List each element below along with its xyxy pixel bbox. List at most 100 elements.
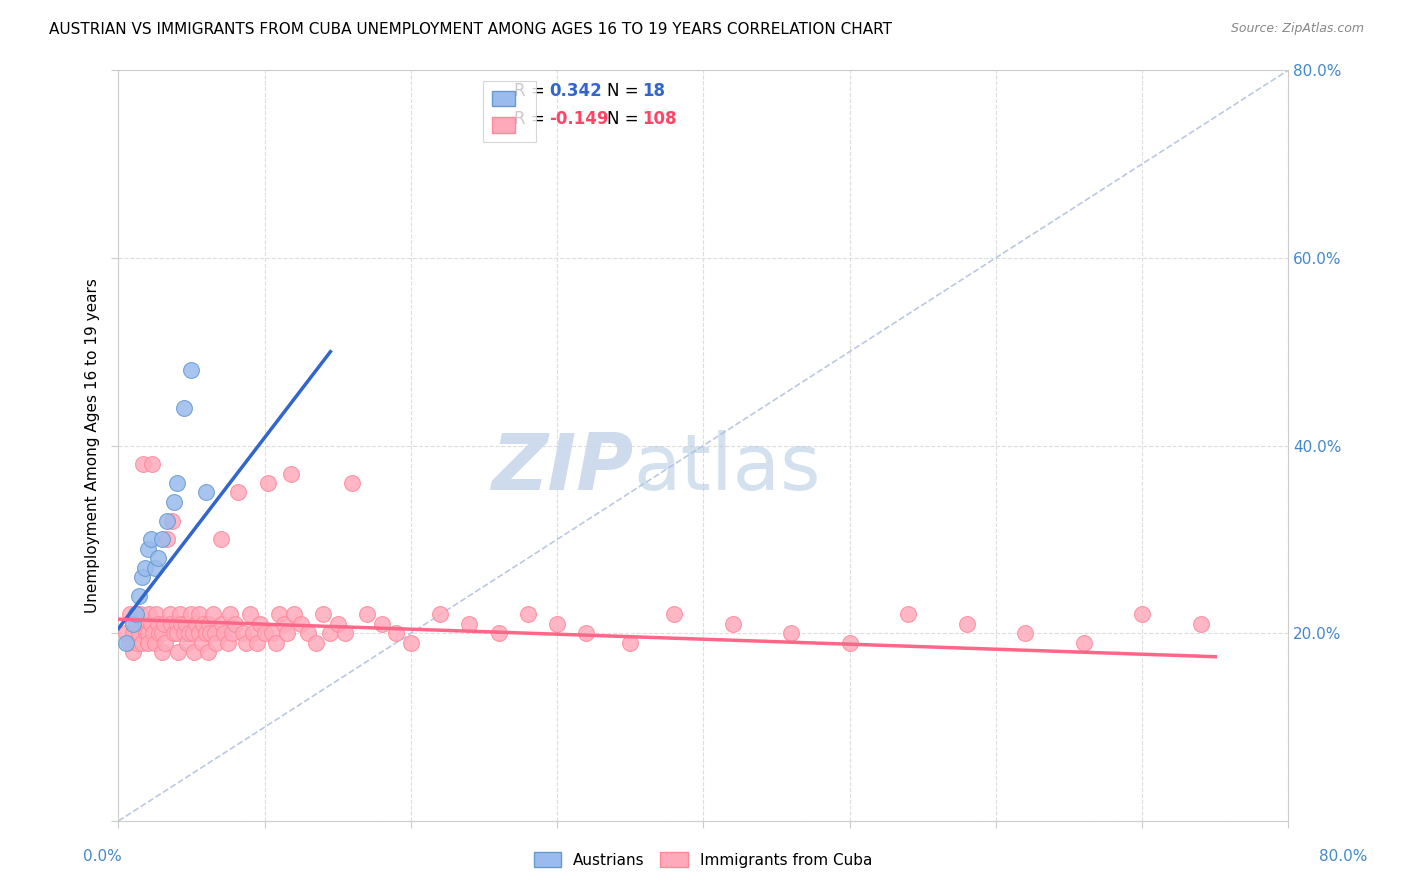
- Point: [342, 476, 364, 491]
- Point: [114, 626, 136, 640]
- Point: [246, 635, 269, 649]
- Point: [143, 560, 166, 574]
- Point: [159, 607, 181, 622]
- Point: [141, 458, 163, 472]
- Point: [180, 363, 202, 377]
- Point: [273, 616, 295, 631]
- Point: [173, 401, 195, 415]
- Text: -0.149: -0.149: [548, 110, 609, 128]
- Point: [218, 607, 240, 622]
- Point: [166, 476, 188, 491]
- Point: [138, 607, 160, 622]
- Point: [721, 616, 744, 631]
- Point: [575, 626, 598, 640]
- Point: [120, 607, 142, 622]
- Point: [170, 616, 193, 631]
- Point: [297, 44, 319, 58]
- Point: [163, 626, 186, 640]
- Point: [333, 626, 356, 640]
- Point: [139, 616, 162, 631]
- Point: [211, 616, 233, 631]
- Point: [195, 626, 218, 640]
- Text: 0.0%: 0.0%: [83, 849, 122, 863]
- Point: [136, 626, 159, 640]
- Point: [162, 514, 184, 528]
- Point: [200, 626, 222, 640]
- Point: [242, 626, 264, 640]
- Point: [221, 626, 243, 640]
- Point: [385, 626, 408, 640]
- Text: 0.342: 0.342: [548, 82, 602, 100]
- Point: [305, 635, 328, 649]
- Point: [129, 607, 152, 622]
- Point: [148, 626, 170, 640]
- Point: [122, 645, 145, 659]
- Point: [205, 635, 228, 649]
- Point: [180, 607, 202, 622]
- Point: [150, 645, 173, 659]
- Point: [256, 476, 278, 491]
- Point: [184, 616, 207, 631]
- Point: [619, 635, 641, 649]
- Point: [198, 616, 221, 631]
- Point: [166, 616, 188, 631]
- Point: [780, 626, 803, 640]
- Point: [142, 626, 165, 640]
- Text: N =: N =: [607, 82, 644, 100]
- Point: [183, 645, 205, 659]
- Point: [134, 616, 156, 631]
- Point: [232, 626, 254, 640]
- Point: [177, 626, 200, 640]
- Point: [193, 616, 215, 631]
- Text: AUSTRIAN VS IMMIGRANTS FROM CUBA UNEMPLOYMENT AMONG AGES 16 TO 19 YEARS CORRELAT: AUSTRIAN VS IMMIGRANTS FROM CUBA UNEMPLO…: [49, 22, 893, 37]
- Point: [152, 616, 174, 631]
- Text: R =: R =: [513, 82, 550, 100]
- Point: [1073, 635, 1095, 649]
- Point: [290, 616, 312, 631]
- Point: [156, 514, 179, 528]
- Point: [356, 607, 378, 622]
- Y-axis label: Unemployment Among Ages 16 to 19 years: Unemployment Among Ages 16 to 19 years: [86, 278, 100, 613]
- Legend: Austrians, Immigrants from Cuba: Austrians, Immigrants from Cuba: [527, 846, 879, 873]
- Point: [114, 635, 136, 649]
- Point: [122, 616, 145, 631]
- Point: [326, 616, 349, 631]
- Point: [187, 626, 209, 640]
- Point: [125, 616, 148, 631]
- Point: [319, 626, 342, 640]
- Point: [150, 626, 173, 640]
- Point: [197, 645, 219, 659]
- Point: [280, 467, 302, 481]
- Text: 108: 108: [643, 110, 678, 128]
- Point: [235, 635, 257, 649]
- Point: [146, 551, 169, 566]
- Point: [488, 626, 510, 640]
- Point: [429, 607, 451, 622]
- Text: N =: N =: [607, 110, 644, 128]
- Point: [956, 616, 979, 631]
- Point: [458, 616, 481, 631]
- Point: [163, 495, 186, 509]
- Point: [160, 616, 183, 631]
- Point: [139, 533, 162, 547]
- Point: [150, 533, 173, 547]
- Point: [202, 607, 225, 622]
- Point: [122, 626, 145, 640]
- Point: [187, 607, 209, 622]
- Text: ZIP: ZIP: [491, 430, 633, 506]
- Point: [217, 635, 239, 649]
- Point: [181, 626, 204, 640]
- Point: [224, 616, 246, 631]
- Point: [169, 607, 191, 622]
- Point: [239, 607, 262, 622]
- Point: [166, 626, 188, 640]
- Point: [190, 635, 212, 649]
- Point: [253, 626, 276, 640]
- Point: [249, 616, 271, 631]
- Point: [143, 635, 166, 649]
- Text: 18: 18: [643, 82, 665, 100]
- Point: [125, 607, 148, 622]
- Text: R =: R =: [513, 110, 550, 128]
- Point: [1014, 626, 1036, 640]
- Point: [136, 541, 159, 556]
